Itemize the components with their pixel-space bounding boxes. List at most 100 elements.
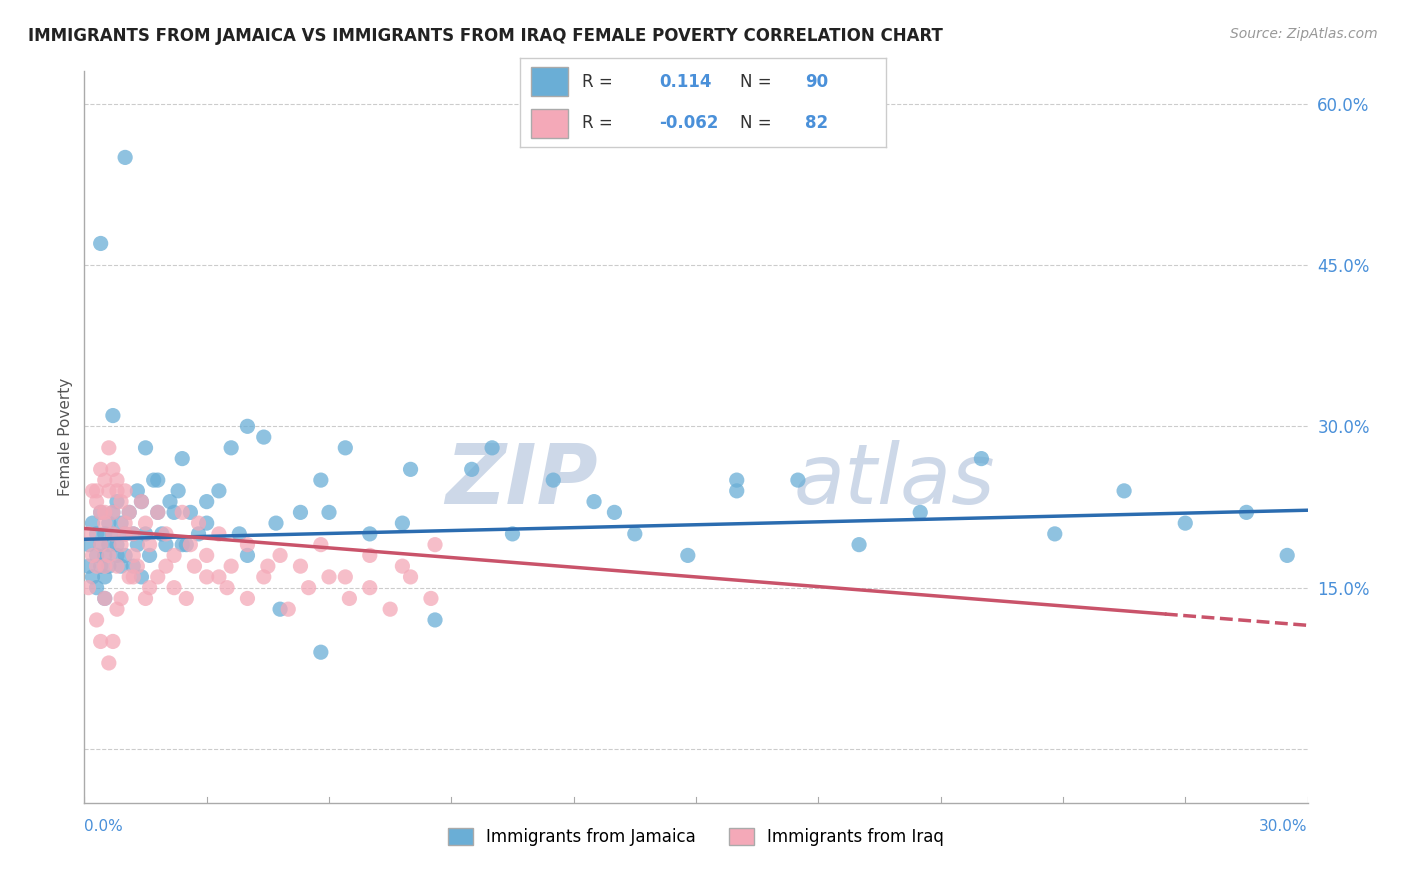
Point	[391, 516, 413, 530]
Point	[114, 483, 136, 498]
Point	[97, 483, 120, 498]
Point	[236, 591, 259, 606]
Point	[208, 570, 231, 584]
Point	[97, 538, 120, 552]
Point	[101, 409, 124, 423]
Point	[253, 430, 276, 444]
Point	[172, 451, 194, 466]
Point	[257, 559, 280, 574]
Point	[380, 602, 402, 616]
Point	[290, 505, 312, 519]
Point	[90, 236, 112, 251]
Point	[787, 473, 810, 487]
Point	[101, 527, 124, 541]
Legend: Immigrants from Jamaica, Immigrants from Iraq: Immigrants from Jamaica, Immigrants from…	[441, 822, 950, 853]
Point	[183, 559, 205, 574]
Point	[122, 570, 145, 584]
Point	[110, 559, 132, 574]
Point	[82, 483, 104, 498]
Point	[848, 538, 870, 552]
Text: Source: ZipAtlas.com: Source: ZipAtlas.com	[1230, 27, 1378, 41]
Text: R =: R =	[582, 114, 613, 132]
Point	[138, 581, 160, 595]
Point	[318, 505, 340, 519]
Point	[110, 591, 132, 606]
Point	[86, 613, 108, 627]
Point	[135, 516, 157, 530]
Point	[309, 645, 332, 659]
Point	[105, 549, 128, 563]
Point	[138, 549, 160, 563]
Point	[236, 549, 259, 563]
Point	[77, 538, 100, 552]
Point	[110, 538, 132, 552]
Point	[82, 516, 104, 530]
Point	[155, 559, 177, 574]
Point	[146, 473, 169, 487]
Point	[110, 516, 132, 530]
Point	[1114, 483, 1136, 498]
Point	[97, 549, 120, 563]
Text: -0.062: -0.062	[659, 114, 718, 132]
Text: 90: 90	[806, 73, 828, 91]
Point	[90, 538, 112, 552]
Point	[93, 516, 115, 530]
Point	[172, 538, 194, 552]
Point	[277, 602, 299, 616]
Point	[122, 559, 145, 574]
FancyBboxPatch shape	[531, 109, 568, 138]
Point	[195, 549, 218, 563]
Y-axis label: Female Poverty: Female Poverty	[58, 378, 73, 496]
Point	[228, 527, 250, 541]
Point	[97, 559, 120, 574]
Point	[114, 527, 136, 541]
Point	[122, 549, 145, 563]
Point	[269, 602, 291, 616]
Text: 0.0%: 0.0%	[84, 819, 124, 834]
Point	[1236, 505, 1258, 519]
Point	[1277, 549, 1299, 563]
Point	[105, 538, 128, 552]
Point	[127, 483, 149, 498]
Text: 0.114: 0.114	[659, 73, 711, 91]
Point	[105, 602, 128, 616]
Point	[236, 419, 259, 434]
Point	[114, 527, 136, 541]
Point	[150, 527, 173, 541]
Point	[195, 570, 218, 584]
Point	[624, 527, 647, 541]
Point	[163, 505, 186, 519]
Point	[77, 559, 100, 574]
Point	[118, 505, 141, 519]
Point	[122, 527, 145, 541]
Point	[93, 527, 115, 541]
Point	[105, 473, 128, 487]
Point	[290, 559, 312, 574]
Point	[309, 538, 332, 552]
Point	[105, 483, 128, 498]
Point	[101, 505, 124, 519]
Point	[217, 581, 239, 595]
Point	[309, 473, 332, 487]
Point	[146, 505, 169, 519]
Point	[142, 473, 165, 487]
Point	[135, 591, 157, 606]
Text: R =: R =	[582, 73, 613, 91]
Point	[163, 549, 186, 563]
Point	[131, 570, 153, 584]
Point	[127, 559, 149, 574]
Point	[399, 570, 422, 584]
Point	[86, 559, 108, 574]
Point	[118, 505, 141, 519]
Text: ZIP: ZIP	[446, 441, 598, 522]
Point	[208, 483, 231, 498]
Point	[93, 559, 115, 574]
Point	[423, 613, 446, 627]
Point	[195, 516, 218, 530]
Point	[90, 462, 112, 476]
Point	[187, 516, 209, 530]
Point	[90, 634, 112, 648]
Point	[603, 505, 626, 519]
Point	[97, 656, 120, 670]
Point	[253, 570, 276, 584]
